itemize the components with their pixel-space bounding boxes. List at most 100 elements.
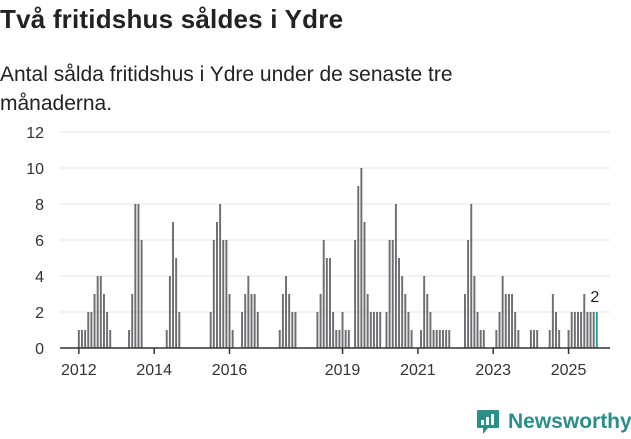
bar <box>354 240 357 348</box>
bar <box>99 276 102 348</box>
chart-subtitle: Antal sålda fritidshus i Ydre under de s… <box>0 63 453 115</box>
bar <box>517 330 520 348</box>
y-tick-label: 12 <box>26 125 44 142</box>
bar <box>319 294 322 348</box>
bar <box>573 312 576 348</box>
bar <box>476 312 479 348</box>
bar <box>231 330 234 348</box>
x-tick-label: 2019 <box>325 362 361 379</box>
bar <box>420 330 422 348</box>
bar <box>172 222 174 348</box>
bar <box>473 276 476 348</box>
bar <box>376 312 379 348</box>
bar <box>102 294 105 348</box>
bar <box>423 276 426 348</box>
bar <box>357 186 360 348</box>
bar <box>247 276 250 348</box>
bar <box>325 258 328 348</box>
bar <box>165 330 168 348</box>
bar <box>316 312 319 348</box>
bar <box>442 330 444 348</box>
bar <box>438 330 441 348</box>
bar <box>178 312 181 348</box>
bar <box>225 240 228 348</box>
bar <box>294 312 297 348</box>
bar <box>426 294 429 348</box>
y-tick-label: 8 <box>35 197 44 214</box>
bar <box>80 330 83 348</box>
bar <box>168 276 171 348</box>
bar <box>96 276 99 348</box>
brand-name: Newsworthy <box>508 410 631 433</box>
bar <box>580 312 583 348</box>
bar <box>589 312 592 348</box>
x-tick-label: 2025 <box>551 362 587 379</box>
bar <box>344 330 347 348</box>
chart-title: Två fritidshus såldes i Ydre <box>0 4 344 34</box>
bar <box>209 312 212 348</box>
bar <box>379 312 382 348</box>
bar <box>498 312 501 348</box>
bar <box>84 330 87 348</box>
bar <box>212 240 215 348</box>
bar <box>291 312 294 348</box>
bar <box>338 330 341 348</box>
bar <box>467 240 470 348</box>
bar <box>347 330 350 348</box>
bar <box>586 312 589 348</box>
x-tick-label: 2012 <box>61 362 97 379</box>
bar <box>87 312 90 348</box>
y-tick-label: 2 <box>35 305 44 322</box>
y-tick-label: 6 <box>35 233 44 250</box>
bar <box>482 330 485 348</box>
brand-logo[interactable]: Newsworthy <box>476 406 631 438</box>
bar <box>341 312 344 348</box>
bar <box>285 276 288 348</box>
bar <box>388 240 391 348</box>
x-tick-label: 2021 <box>400 362 436 379</box>
bar <box>570 312 573 348</box>
y-tick-label: 4 <box>35 269 44 286</box>
bar <box>435 330 438 348</box>
bar <box>548 330 551 348</box>
bar <box>385 312 388 348</box>
bar <box>329 258 331 348</box>
bar-latest <box>595 312 598 348</box>
bar <box>404 294 407 348</box>
bar <box>106 312 109 348</box>
bar <box>432 330 435 348</box>
bar <box>369 312 372 348</box>
bar <box>533 330 535 348</box>
bar <box>219 204 222 348</box>
bar <box>558 330 561 348</box>
bar <box>495 330 498 348</box>
bar <box>511 294 514 348</box>
bar <box>228 294 231 348</box>
bar <box>372 312 375 348</box>
bar <box>504 294 507 348</box>
x-tick-label: 2016 <box>212 362 248 379</box>
bar <box>410 330 413 348</box>
bar <box>592 312 595 348</box>
bar <box>360 168 363 348</box>
bar <box>241 312 244 348</box>
bar <box>332 312 335 348</box>
bar <box>216 222 218 348</box>
bar <box>90 312 93 348</box>
bar <box>137 204 140 348</box>
bar <box>335 330 338 348</box>
bar <box>222 240 225 348</box>
bar <box>322 240 325 348</box>
bar <box>109 330 112 348</box>
bar <box>134 204 137 348</box>
bar <box>244 294 247 348</box>
bar <box>256 312 259 348</box>
bar <box>253 294 256 348</box>
newsworthy-logo-icon <box>477 410 499 434</box>
bar <box>479 330 482 348</box>
bar <box>394 204 397 348</box>
bar <box>140 240 143 348</box>
y-tick-label: 10 <box>26 161 44 178</box>
bar <box>175 258 178 348</box>
bar <box>398 258 401 348</box>
